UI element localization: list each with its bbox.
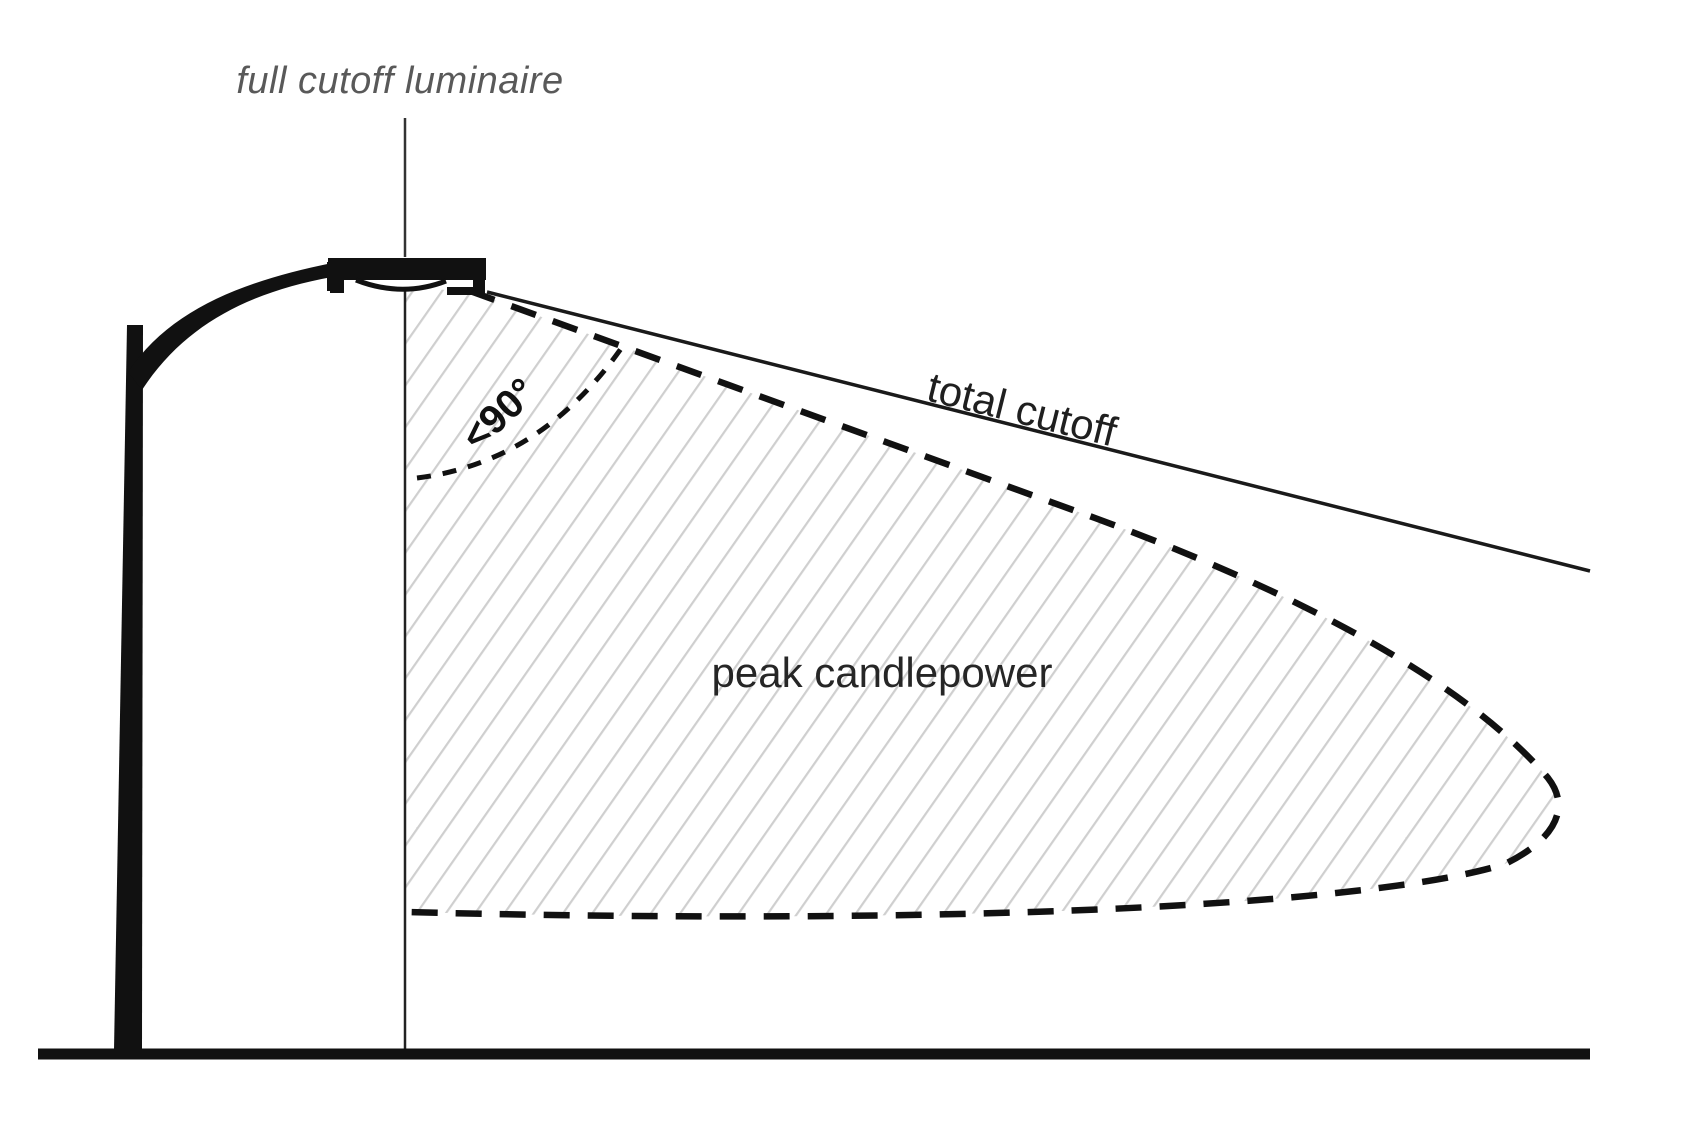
angle-arc: [416, 338, 630, 481]
light-lobe-boundary: [404, 287, 1562, 920]
total-cutoff-label: total cutoff: [923, 363, 1122, 455]
total-cutoff-line: [486, 290, 1591, 573]
pole: [114, 325, 143, 1050]
peak-candlepower-label: peak candlepower: [712, 649, 1053, 696]
luminaire-lens: [355, 277, 447, 292]
title-label: full cutoff luminaire: [236, 60, 563, 102]
mast-arm: [128, 263, 332, 390]
light-lobe-hatch: [405, 288, 1559, 917]
luminaire-housing: [327, 258, 486, 295]
